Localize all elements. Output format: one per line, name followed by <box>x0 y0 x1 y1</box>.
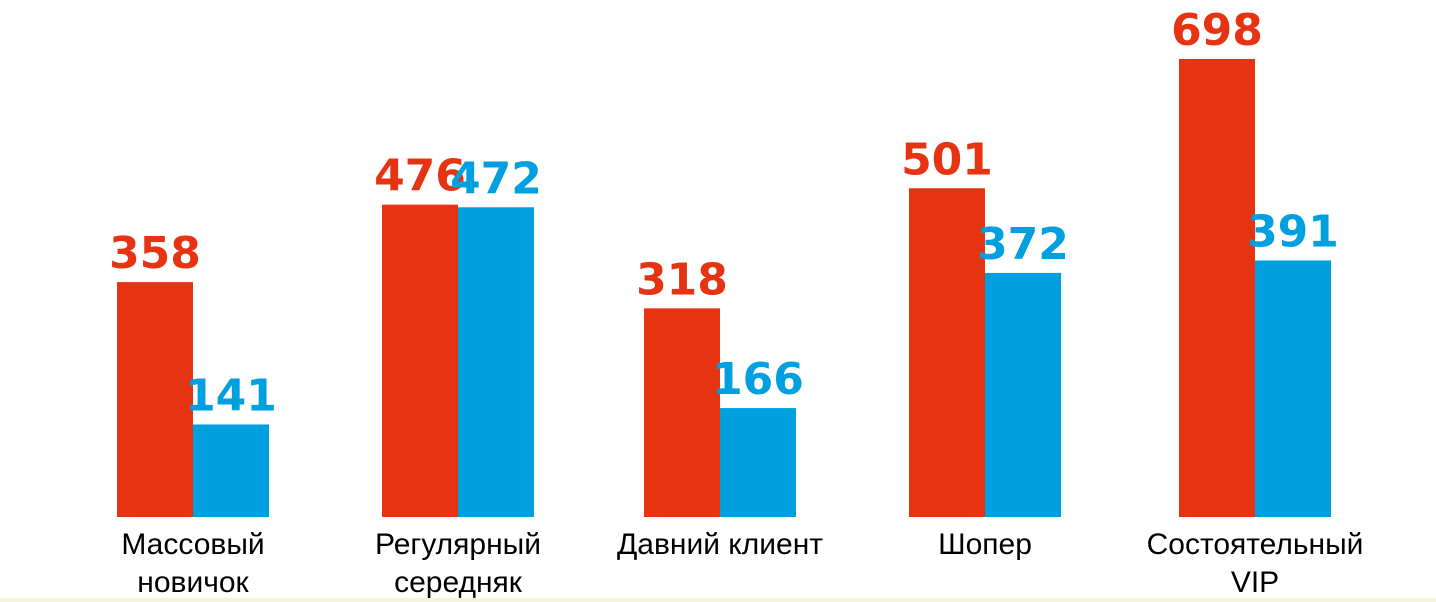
category-labels-group: Массовый новичок Регулярный середняк Давний … <box>121 528 1363 599</box>
bars-group <box>117 59 1331 518</box>
category-label-5-line2: VIP <box>1231 566 1279 599</box>
value-label-series2-cat1: 141 <box>185 370 277 421</box>
category-label-5-line1: Состоятельный <box>1147 528 1364 561</box>
bar-series2-cat1 <box>193 424 269 517</box>
category-label-4-line1: Шопер <box>938 528 1032 561</box>
bar-series1-cat5 <box>1179 59 1255 517</box>
value-label-series1-cat1: 358 <box>109 228 201 279</box>
bottom-divider <box>0 598 1436 602</box>
bar-series1-cat1 <box>117 282 193 517</box>
bar-series2-cat3 <box>720 408 796 517</box>
value-label-series1-cat4: 501 <box>901 134 993 185</box>
category-label-2-line2: середняк <box>394 566 523 599</box>
category-label-1-line2: новичок <box>137 566 249 599</box>
value-label-series1-cat5: 698 <box>1171 5 1263 56</box>
value-label-series2-cat4: 372 <box>977 219 1069 270</box>
category-label-2-line1: Регулярный <box>375 528 541 561</box>
value-label-series2-cat3: 166 <box>712 354 804 405</box>
category-label-1-line1: Массовый <box>121 528 264 561</box>
value-label-series1-cat3: 318 <box>636 254 728 305</box>
value-label-series2-cat5: 391 <box>1247 206 1339 257</box>
value-label-series2-cat2: 472 <box>450 153 542 204</box>
bar-series2-cat4 <box>985 272 1061 517</box>
bar-series2-cat5 <box>1255 260 1331 517</box>
bar-series2-cat2 <box>458 207 534 517</box>
bar-series1-cat3 <box>644 308 720 517</box>
bar-series1-cat4 <box>909 188 985 517</box>
category-label-3-line1: Давний клиент <box>617 528 823 561</box>
bar-series1-cat2 <box>382 204 458 518</box>
value-label-series1-cat2: 476 <box>374 151 466 202</box>
